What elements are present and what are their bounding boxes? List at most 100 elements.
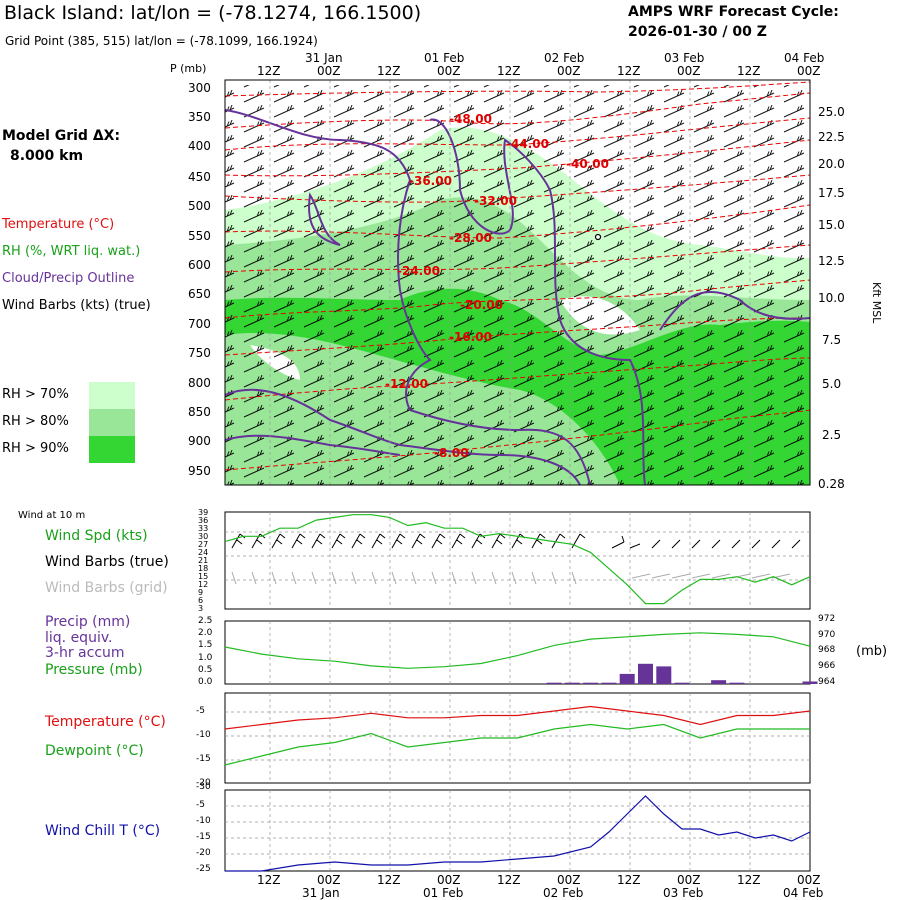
pressure-tick: 650 bbox=[188, 287, 211, 301]
panel-frame-precip bbox=[224, 620, 811, 685]
temperature-label: Temperature (°C) bbox=[45, 714, 166, 730]
wind-barbs-true-label: Wind Barbs (true) bbox=[45, 554, 169, 570]
ytick: -20 bbox=[196, 848, 211, 858]
ytick: 30 bbox=[198, 532, 209, 541]
ytick: -5 bbox=[196, 800, 205, 810]
legend-rh80-swatch bbox=[89, 409, 135, 436]
legend-rh70: RH > 70% bbox=[2, 387, 69, 402]
top-time: 00Z bbox=[437, 64, 461, 78]
pressure-tick: 300 bbox=[188, 81, 211, 95]
precip-label-2: liq. equiv. bbox=[45, 630, 113, 646]
wind-barb-grid bbox=[231, 571, 791, 585]
isotherm bbox=[225, 174, 810, 203]
isotherm-label: -8.00 bbox=[434, 446, 469, 460]
cloud-outline-path bbox=[225, 434, 401, 456]
top-date: 03 Feb bbox=[664, 51, 705, 65]
temperature-series bbox=[224, 705, 811, 766]
bottom-date: 04 Feb bbox=[783, 886, 824, 900]
ytick: 2.0 bbox=[198, 628, 213, 638]
precip-series bbox=[546, 663, 818, 684]
ytick: -15 bbox=[196, 832, 211, 842]
top-time: 00Z bbox=[797, 64, 821, 78]
top-time: 12Z bbox=[617, 64, 641, 78]
bottom-date: 03 Feb bbox=[663, 886, 704, 900]
pressure-tick: 700 bbox=[188, 317, 211, 331]
cloud-outline bbox=[225, 109, 810, 485]
wind-barb-field bbox=[225, 85, 810, 485]
pressure-tick: 600 bbox=[188, 258, 211, 272]
isotherm bbox=[225, 81, 810, 97]
isotherm bbox=[225, 357, 810, 401]
ytick: 36 bbox=[198, 516, 209, 525]
windchill-series bbox=[225, 795, 811, 872]
ytick: 966 bbox=[818, 661, 836, 671]
precip-bar bbox=[656, 666, 672, 684]
station-marker bbox=[594, 233, 602, 241]
top-date: 02 Feb bbox=[544, 51, 585, 65]
pressure-tick: 550 bbox=[188, 229, 211, 243]
legend-temperature: Temperature (°C) bbox=[2, 217, 115, 232]
top-time: 12Z bbox=[377, 64, 401, 78]
top-time: 00Z bbox=[557, 64, 581, 78]
ytick: 1.0 bbox=[198, 653, 213, 663]
isotherm-label: -32.00 bbox=[474, 194, 517, 208]
cloud-outline-path bbox=[308, 192, 341, 246]
legend-rh: RH (%, WRT liq. wat.) bbox=[2, 244, 141, 259]
panel-frame-wind bbox=[224, 511, 811, 610]
bottom-time: 00Z bbox=[557, 873, 581, 887]
height-tick: 10.0 bbox=[818, 291, 845, 305]
ytick: 0.5 bbox=[198, 665, 213, 675]
ytick: -5 bbox=[196, 706, 205, 716]
isotherm bbox=[225, 117, 810, 151]
wind-at-10m-label: Wind at 10 m bbox=[18, 510, 86, 521]
bottom-time: 12Z bbox=[257, 873, 281, 887]
pressure-tick: 900 bbox=[188, 434, 211, 448]
panel-frame-windchill bbox=[224, 789, 811, 872]
time-gridlines bbox=[269, 80, 751, 485]
dewpoint-label: Dewpoint (°C) bbox=[45, 743, 144, 759]
windchill-label: Wind Chill T (°C) bbox=[45, 823, 161, 839]
cloud-outline-path bbox=[225, 388, 581, 485]
ytick: 9 bbox=[198, 588, 204, 597]
precip-bar bbox=[546, 682, 562, 684]
ytick: -25 bbox=[196, 864, 211, 874]
ytick: 21 bbox=[198, 556, 209, 565]
cloud-outline-path bbox=[659, 290, 810, 331]
ytick: -10 bbox=[196, 730, 211, 740]
height-tick: 7.5 bbox=[822, 333, 842, 347]
pressure-axis-unit: P (mb) bbox=[170, 62, 207, 75]
ytick: 12 bbox=[198, 580, 209, 589]
pressure-line bbox=[224, 632, 811, 669]
ytick: 1.5 bbox=[198, 640, 213, 650]
wind-barb bbox=[231, 533, 586, 549]
precip-bar bbox=[711, 680, 727, 684]
wind-barb bbox=[611, 535, 801, 549]
gridline bbox=[269, 621, 751, 684]
page-title: Black Island: lat/lon = (-78.1274, 166.1… bbox=[4, 2, 422, 24]
cycle-time: 2026-01-30 / 00 Z bbox=[628, 24, 767, 40]
ytick: 964 bbox=[818, 677, 836, 687]
panel-frames bbox=[224, 511, 811, 872]
height-tick: 0.28 bbox=[818, 477, 845, 491]
grid-km-label: 8.000 km bbox=[10, 148, 84, 164]
isotherm bbox=[225, 409, 810, 471]
ytick: -10 bbox=[196, 816, 211, 826]
legend-rh90: RH > 90% bbox=[2, 441, 69, 456]
isotherm-label: -40.00 bbox=[566, 157, 609, 171]
precip-bar bbox=[583, 682, 599, 684]
wind-speed-line bbox=[224, 514, 811, 605]
pressure-tick: 850 bbox=[188, 405, 211, 419]
cross-section-frame bbox=[224, 79, 811, 486]
isotherm-label: -24.00 bbox=[397, 264, 440, 278]
bottom-time: 00Z bbox=[317, 873, 341, 887]
legend-wind-barbs: Wind Barbs (kts) (true) bbox=[2, 298, 151, 313]
top-date: 04 Feb bbox=[784, 51, 825, 65]
wind-barbs-grid-label: Wind Barbs (grid) bbox=[45, 580, 168, 596]
surface-wind-barbs-grid bbox=[231, 571, 791, 585]
isotherm-label: -28.00 bbox=[449, 231, 492, 245]
surface-wind-barbs bbox=[231, 533, 801, 549]
precip-bar bbox=[729, 682, 745, 684]
bottom-date: 31 Jan bbox=[302, 886, 340, 900]
height-tick: 2.5 bbox=[822, 428, 842, 442]
windchill-line bbox=[225, 795, 811, 872]
